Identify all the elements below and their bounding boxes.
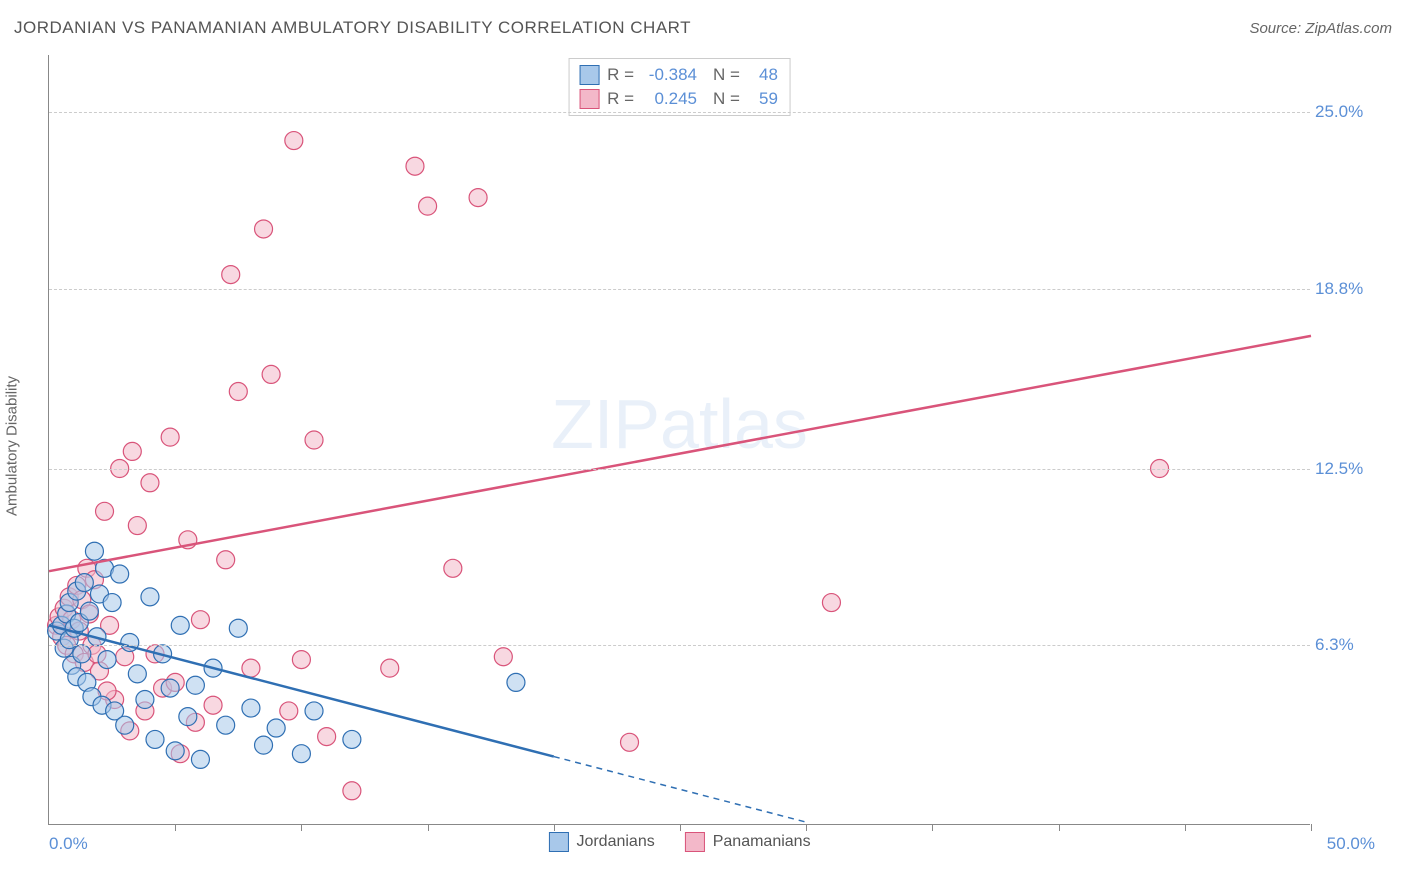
data-point bbox=[229, 383, 247, 401]
source-attribution: Source: ZipAtlas.com bbox=[1249, 20, 1392, 37]
data-point bbox=[204, 696, 222, 714]
data-point bbox=[161, 679, 179, 697]
data-point bbox=[161, 428, 179, 446]
data-point bbox=[123, 442, 141, 460]
data-point bbox=[96, 502, 114, 520]
x-tick bbox=[1311, 824, 1312, 831]
data-point bbox=[292, 651, 310, 669]
data-point bbox=[822, 594, 840, 612]
data-point bbox=[267, 719, 285, 737]
data-point bbox=[229, 619, 247, 637]
data-point bbox=[242, 659, 260, 677]
data-point bbox=[494, 648, 512, 666]
data-point bbox=[242, 699, 260, 717]
x-tick bbox=[554, 824, 555, 831]
data-point bbox=[381, 659, 399, 677]
gridline bbox=[49, 112, 1310, 113]
swatch-jordanians-icon bbox=[548, 832, 568, 852]
chart-title: JORDANIAN VS PANAMANIAN AMBULATORY DISAB… bbox=[14, 18, 691, 38]
x-tick bbox=[1185, 824, 1186, 831]
data-point bbox=[305, 702, 323, 720]
data-point bbox=[166, 742, 184, 760]
swatch-panamanians bbox=[579, 89, 599, 109]
data-point bbox=[222, 266, 240, 284]
data-point bbox=[469, 189, 487, 207]
data-point bbox=[128, 665, 146, 683]
x-tick bbox=[1059, 824, 1060, 831]
x-tick bbox=[680, 824, 681, 831]
data-point bbox=[507, 673, 525, 691]
data-point bbox=[75, 574, 93, 592]
legend-row-jordanians: R = -0.384 N = 48 bbox=[579, 63, 778, 87]
x-tick bbox=[932, 824, 933, 831]
legend-item-jordanians: Jordanians bbox=[548, 832, 654, 852]
swatch-panamanians-icon bbox=[685, 832, 705, 852]
data-point bbox=[285, 132, 303, 150]
data-point bbox=[343, 730, 361, 748]
data-point bbox=[98, 651, 116, 669]
data-point bbox=[280, 702, 298, 720]
data-point bbox=[141, 588, 159, 606]
data-point bbox=[191, 750, 209, 768]
data-point bbox=[217, 551, 235, 569]
data-point bbox=[85, 542, 103, 560]
data-point bbox=[262, 365, 280, 383]
trend-line-extrapolated bbox=[554, 757, 806, 823]
gridline bbox=[49, 289, 1310, 290]
x-axis-max-label: 50.0% bbox=[1327, 834, 1375, 854]
data-point bbox=[292, 745, 310, 763]
data-point bbox=[179, 708, 197, 726]
data-point bbox=[111, 565, 129, 583]
data-point bbox=[419, 197, 437, 215]
y-tick-label: 6.3% bbox=[1315, 635, 1380, 655]
y-tick-label: 12.5% bbox=[1315, 459, 1380, 479]
gridline bbox=[49, 645, 1310, 646]
data-point bbox=[318, 728, 336, 746]
data-point bbox=[444, 559, 462, 577]
y-tick-label: 18.8% bbox=[1315, 279, 1380, 299]
data-point bbox=[73, 645, 91, 663]
data-point bbox=[136, 691, 154, 709]
data-point bbox=[103, 594, 121, 612]
data-point bbox=[305, 431, 323, 449]
y-axis-label: Ambulatory Disability bbox=[4, 376, 21, 516]
data-point bbox=[146, 730, 164, 748]
swatch-jordanians bbox=[579, 65, 599, 85]
legend-item-panamanians: Panamanians bbox=[685, 832, 811, 852]
data-point bbox=[406, 157, 424, 175]
trend-line bbox=[49, 336, 1311, 571]
data-point bbox=[343, 782, 361, 800]
data-point bbox=[186, 676, 204, 694]
chart-svg bbox=[49, 55, 1310, 824]
plot-area: ZIPatlas R = -0.384 N = 48 R = 0.245 N =… bbox=[48, 55, 1310, 825]
data-point bbox=[191, 611, 209, 629]
data-point bbox=[621, 733, 639, 751]
x-tick bbox=[301, 824, 302, 831]
y-tick-label: 25.0% bbox=[1315, 102, 1380, 122]
series-legend: Jordanians Panamanians bbox=[548, 832, 810, 852]
x-tick bbox=[175, 824, 176, 831]
data-point bbox=[80, 602, 98, 620]
x-tick bbox=[806, 824, 807, 831]
data-point bbox=[141, 474, 159, 492]
data-point bbox=[255, 220, 273, 238]
data-point bbox=[255, 736, 273, 754]
legend-row-panamanians: R = 0.245 N = 59 bbox=[579, 87, 778, 111]
data-point bbox=[171, 616, 189, 634]
x-tick bbox=[428, 824, 429, 831]
data-point bbox=[217, 716, 235, 734]
data-point bbox=[128, 517, 146, 535]
x-axis-min-label: 0.0% bbox=[49, 834, 88, 854]
correlation-legend: R = -0.384 N = 48 R = 0.245 N = 59 bbox=[568, 58, 791, 116]
gridline bbox=[49, 469, 1310, 470]
data-point bbox=[116, 716, 134, 734]
